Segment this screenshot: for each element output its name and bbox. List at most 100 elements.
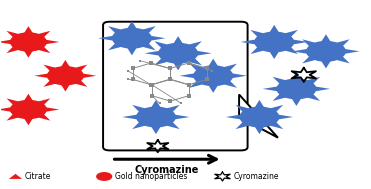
Polygon shape bbox=[35, 73, 52, 79]
Polygon shape bbox=[33, 112, 50, 121]
Polygon shape bbox=[154, 41, 173, 50]
Polygon shape bbox=[263, 86, 282, 92]
Polygon shape bbox=[70, 78, 87, 87]
Polygon shape bbox=[331, 54, 350, 64]
Polygon shape bbox=[60, 82, 71, 91]
Polygon shape bbox=[236, 120, 254, 129]
Polygon shape bbox=[190, 78, 208, 88]
Circle shape bbox=[159, 43, 197, 63]
Polygon shape bbox=[23, 94, 34, 103]
Polygon shape bbox=[302, 77, 320, 86]
Polygon shape bbox=[9, 174, 22, 179]
Polygon shape bbox=[126, 45, 138, 55]
Polygon shape bbox=[253, 124, 266, 134]
Polygon shape bbox=[265, 120, 283, 129]
Polygon shape bbox=[0, 39, 16, 45]
Polygon shape bbox=[23, 26, 34, 35]
Polygon shape bbox=[150, 100, 162, 110]
Polygon shape bbox=[180, 73, 199, 79]
Text: Cyromazine: Cyromazine bbox=[234, 172, 279, 181]
Polygon shape bbox=[6, 31, 23, 39]
Circle shape bbox=[307, 42, 345, 61]
Text: Citrate: Citrate bbox=[25, 172, 51, 181]
Circle shape bbox=[11, 101, 46, 119]
Polygon shape bbox=[302, 39, 321, 49]
Circle shape bbox=[47, 67, 83, 85]
Polygon shape bbox=[43, 65, 60, 73]
Polygon shape bbox=[23, 116, 34, 125]
Polygon shape bbox=[0, 107, 16, 112]
Polygon shape bbox=[236, 105, 254, 114]
Polygon shape bbox=[320, 34, 332, 44]
Polygon shape bbox=[6, 98, 23, 107]
Circle shape bbox=[255, 32, 293, 52]
Polygon shape bbox=[190, 64, 208, 73]
Circle shape bbox=[277, 79, 316, 99]
Polygon shape bbox=[172, 60, 184, 70]
Circle shape bbox=[11, 33, 46, 51]
Polygon shape bbox=[60, 60, 71, 69]
Polygon shape bbox=[70, 65, 87, 73]
Circle shape bbox=[194, 66, 233, 85]
Polygon shape bbox=[219, 78, 237, 88]
Polygon shape bbox=[43, 78, 60, 87]
Polygon shape bbox=[219, 64, 237, 73]
Polygon shape bbox=[268, 25, 280, 35]
Polygon shape bbox=[78, 73, 96, 79]
Polygon shape bbox=[42, 107, 59, 112]
Polygon shape bbox=[320, 58, 332, 68]
Polygon shape bbox=[273, 114, 293, 120]
Polygon shape bbox=[302, 54, 321, 64]
Polygon shape bbox=[292, 48, 312, 55]
Polygon shape bbox=[192, 50, 212, 56]
Polygon shape bbox=[137, 41, 156, 50]
Polygon shape bbox=[42, 39, 59, 45]
Circle shape bbox=[113, 29, 151, 48]
Polygon shape bbox=[207, 83, 220, 93]
Polygon shape bbox=[331, 39, 350, 49]
Polygon shape bbox=[240, 39, 260, 45]
Polygon shape bbox=[207, 59, 220, 69]
Polygon shape bbox=[184, 56, 202, 65]
Polygon shape bbox=[150, 124, 162, 134]
Polygon shape bbox=[280, 30, 298, 39]
Polygon shape bbox=[250, 45, 269, 54]
Polygon shape bbox=[108, 41, 127, 50]
Polygon shape bbox=[137, 26, 156, 35]
Polygon shape bbox=[253, 100, 266, 110]
Circle shape bbox=[137, 107, 175, 127]
Polygon shape bbox=[33, 98, 50, 107]
Polygon shape bbox=[161, 120, 180, 129]
Polygon shape bbox=[250, 30, 269, 39]
Polygon shape bbox=[161, 105, 180, 114]
Polygon shape bbox=[23, 49, 34, 58]
Polygon shape bbox=[172, 36, 184, 46]
Text: Gold nanoparticles: Gold nanoparticles bbox=[115, 172, 187, 181]
Polygon shape bbox=[108, 26, 127, 35]
Polygon shape bbox=[227, 73, 247, 79]
Polygon shape bbox=[340, 48, 359, 55]
Polygon shape bbox=[33, 31, 50, 39]
Polygon shape bbox=[302, 92, 320, 101]
Polygon shape bbox=[239, 94, 278, 138]
Text: Cyromazine: Cyromazine bbox=[135, 165, 199, 175]
Polygon shape bbox=[132, 105, 150, 114]
Polygon shape bbox=[170, 114, 190, 120]
Polygon shape bbox=[311, 86, 330, 92]
Polygon shape bbox=[184, 41, 202, 50]
Polygon shape bbox=[265, 105, 283, 114]
Polygon shape bbox=[273, 77, 291, 86]
Polygon shape bbox=[280, 45, 298, 54]
Polygon shape bbox=[6, 45, 23, 53]
Polygon shape bbox=[6, 112, 23, 121]
Polygon shape bbox=[268, 49, 280, 59]
Polygon shape bbox=[146, 35, 165, 41]
Polygon shape bbox=[144, 50, 164, 56]
Polygon shape bbox=[33, 45, 50, 53]
Circle shape bbox=[97, 173, 112, 180]
Polygon shape bbox=[290, 96, 303, 106]
Polygon shape bbox=[154, 56, 173, 65]
Polygon shape bbox=[132, 120, 150, 129]
Polygon shape bbox=[290, 72, 303, 82]
Polygon shape bbox=[126, 21, 138, 31]
